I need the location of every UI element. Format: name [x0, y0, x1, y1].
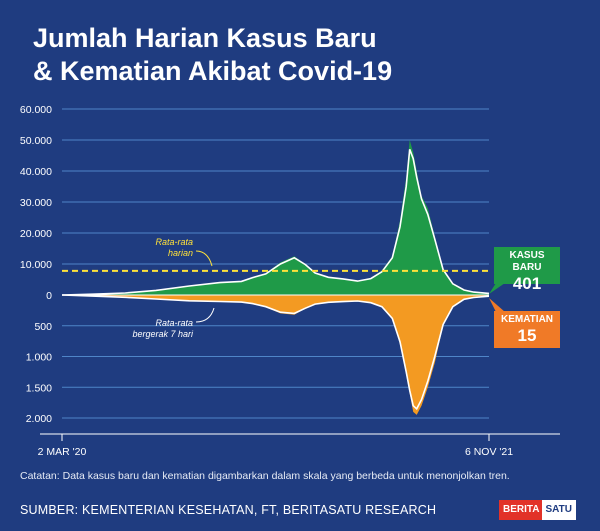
deaths-callout-label: KEMATIAN — [500, 314, 554, 325]
annotation-moving-average-line2: bergerak 7 hari — [132, 329, 194, 339]
beritasatu-logo: BERITA SATU — [499, 500, 576, 520]
cases-tick-label: 10.000 — [20, 259, 52, 271]
cases-tick-label: 30.000 — [20, 197, 52, 209]
annotation-average-daily-line2: harian — [168, 248, 193, 258]
annotation-moving-average-arrow — [195, 307, 215, 323]
title-line-2: & Kematian Akibat Covid-19 — [33, 56, 393, 86]
logo-part-1: BERITA — [499, 500, 543, 520]
deaths-tick-label: 2.000 — [26, 413, 52, 425]
title-line-1: Jumlah Harian Kasus Baru — [33, 23, 377, 53]
x-label-start: 2 MAR '20 — [38, 446, 87, 458]
deaths-tick-label: 1.500 — [26, 382, 52, 394]
deaths-callout-value: 15 — [517, 326, 537, 345]
cases-moving-average-line — [61, 149, 490, 296]
x-label-end: 6 NOV '21 — [465, 446, 513, 458]
annotation-average-daily-line1: Rata-rata — [155, 237, 193, 247]
annotation-average-daily-arrow — [195, 250, 213, 267]
cases-tick-label: 0 — [46, 290, 52, 302]
deaths-callout: KEMATIAN 15 — [494, 311, 560, 348]
chart-title: Jumlah Harian Kasus Baru & Kematian Akib… — [33, 22, 573, 88]
deaths-tick-label: 500 — [34, 321, 52, 333]
cases-callout-value: 401 — [512, 274, 542, 293]
cases-callout-pointer — [489, 283, 505, 294]
deaths-tick-labels: 500 1.000 1.500 2.000 — [26, 321, 52, 425]
cases-area — [62, 140, 489, 295]
deaths-moving-average-line — [61, 294, 490, 411]
logo-part-2: SATU — [542, 500, 576, 520]
cases-callout-label: KASUS BARU — [509, 250, 545, 273]
deaths-callout-pointer — [489, 298, 505, 312]
cases-callout: KASUS BARU 401 — [494, 247, 560, 293]
deaths-tick-label: 1.000 — [26, 352, 52, 364]
annotation-moving-average-line1: Rata-rata — [155, 318, 193, 328]
cases-tick-label: 50.000 — [20, 135, 52, 147]
deaths-area — [62, 295, 489, 415]
cases-tick-label: 40.000 — [20, 166, 52, 178]
annotation-average-daily: Rata-rata harian — [155, 237, 213, 267]
chart-note: Catatan: Data kasus baru dan kematian di… — [20, 470, 510, 482]
cases-tick-label: 20.000 — [20, 228, 52, 240]
annotation-moving-average: Rata-rata bergerak 7 hari — [132, 307, 215, 339]
cases-tick-label: 60.000 — [20, 104, 52, 116]
cases-tick-labels: 60.000 50.000 40.000 30.000 20.000 10.000 0 — [20, 104, 52, 302]
source-text: SUMBER: KEMENTERIAN KESEHATAN, FT, BERIT… — [20, 503, 437, 517]
